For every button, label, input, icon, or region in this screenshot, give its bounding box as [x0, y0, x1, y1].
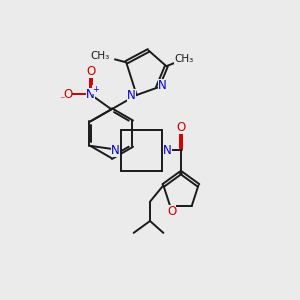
Text: N: N [127, 88, 136, 101]
Text: ⁻: ⁻ [59, 95, 64, 105]
Text: O: O [63, 88, 72, 101]
Text: +: + [92, 85, 99, 94]
Text: N: N [111, 144, 120, 157]
Text: O: O [167, 206, 176, 218]
Text: N: N [86, 88, 95, 101]
Text: N: N [163, 144, 172, 157]
Text: CH₃: CH₃ [174, 54, 193, 64]
Text: N: N [158, 79, 167, 92]
Text: CH₃: CH₃ [91, 51, 110, 61]
Text: O: O [176, 121, 185, 134]
Text: O: O [86, 65, 95, 78]
